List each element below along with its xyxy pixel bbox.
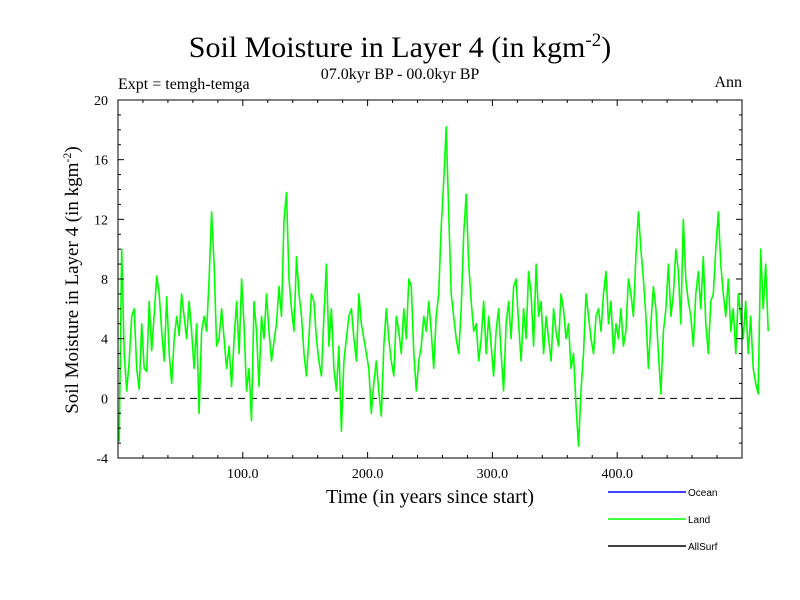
experiment-label: Expt = temgh-temga — [118, 76, 250, 93]
x-axis-label: Time (in years since start) — [325, 486, 535, 508]
legend-label-land: Land — [688, 515, 710, 526]
x-tick-label: 200.0 — [352, 467, 384, 482]
y-tick-label: 8 — [101, 273, 108, 288]
y-tick-label: 0 — [101, 392, 108, 407]
legend-label-allsurf: AllSurf — [688, 542, 718, 553]
y-tick-label: 20 — [94, 94, 108, 109]
plot-frame — [117, 99, 743, 459]
chart-subtitle: 07.0kyr BP - 00.0kyr BP — [320, 66, 480, 83]
x-tick-label: 100.0 — [227, 467, 259, 482]
series-line-land — [118, 126, 769, 447]
x-tick-label: 300.0 — [477, 467, 509, 482]
y-tick-label: -4 — [96, 452, 108, 467]
y-tick-label: 16 — [94, 154, 108, 169]
season-label: Ann — [714, 74, 742, 91]
x-tick-label: 400.0 — [601, 467, 633, 482]
y-tick-label: 4 — [101, 333, 108, 348]
legend-label-ocean: Ocean — [688, 488, 717, 499]
chart-title: Soil Moisture in Layer 4 (in kgm-2) — [188, 30, 612, 64]
y-tick-label: 12 — [94, 213, 108, 228]
